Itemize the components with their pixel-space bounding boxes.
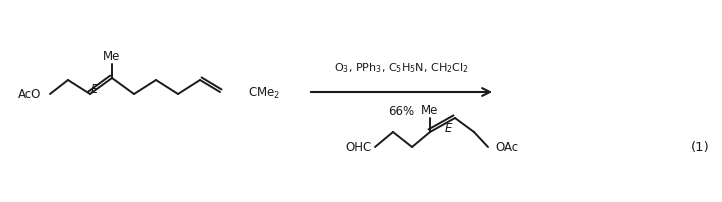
Text: (1): (1): [691, 141, 710, 154]
Text: CMe$_2$: CMe$_2$: [248, 85, 280, 100]
Text: AcO: AcO: [18, 88, 41, 101]
Text: $E$: $E$: [445, 121, 454, 134]
Text: OHC: OHC: [345, 141, 371, 154]
Text: $E$: $E$: [90, 83, 100, 96]
Text: 66%: 66%: [388, 104, 414, 117]
Text: Me: Me: [422, 103, 439, 116]
Text: OAc: OAc: [495, 141, 518, 154]
Text: Me: Me: [103, 50, 121, 63]
Text: O$_3$, PPh$_3$, C$_5$H$_5$N, CH$_2$Cl$_2$: O$_3$, PPh$_3$, C$_5$H$_5$N, CH$_2$Cl$_2…: [334, 61, 469, 75]
